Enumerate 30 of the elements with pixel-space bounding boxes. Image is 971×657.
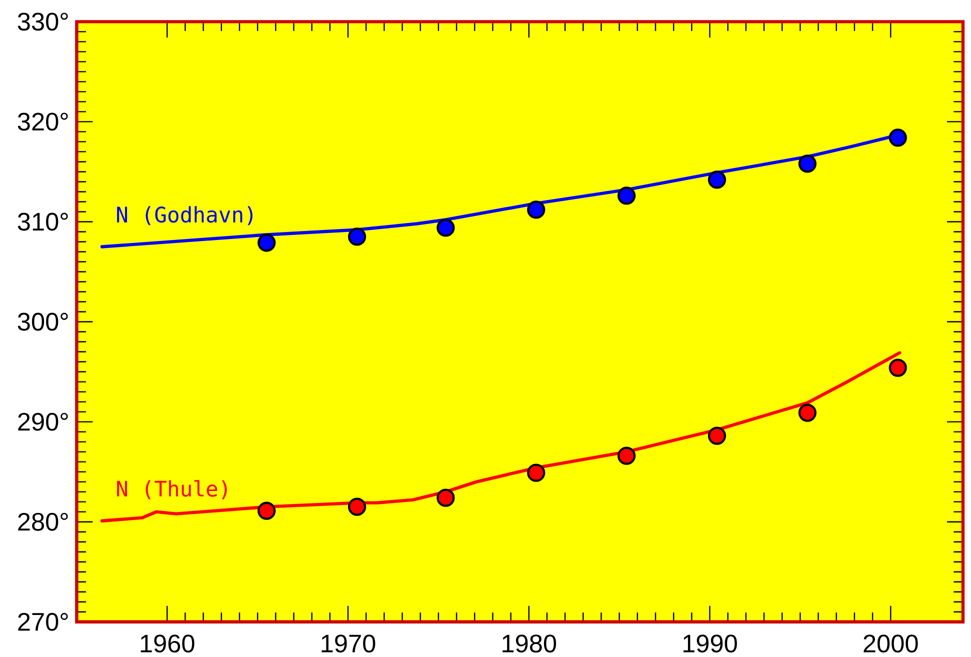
y-tick-label: 270° bbox=[18, 612, 68, 631]
y-tick-label: 290° bbox=[18, 412, 68, 431]
point bbox=[617, 446, 636, 465]
series-label: N (Thule) bbox=[117, 480, 227, 500]
series-label: N (Godhavn) bbox=[117, 206, 253, 226]
point bbox=[708, 170, 726, 189]
y-tick-label: 300° bbox=[18, 312, 68, 331]
point bbox=[258, 502, 276, 520]
point bbox=[888, 128, 907, 147]
point bbox=[527, 464, 546, 482]
x-tick-label: 1980 bbox=[502, 634, 556, 652]
x-tick-label: 1970 bbox=[322, 634, 376, 652]
point bbox=[258, 234, 276, 252]
y-tick-label: 280° bbox=[18, 512, 68, 531]
point bbox=[436, 218, 455, 237]
x-tick-label: 1990 bbox=[684, 634, 737, 652]
y-tick-label: 320° bbox=[18, 112, 68, 131]
point bbox=[708, 426, 726, 445]
y-tick-label: 330° bbox=[18, 12, 68, 31]
x-tick-label: 1960 bbox=[140, 634, 194, 652]
y-tick-label: 310° bbox=[18, 212, 68, 231]
point bbox=[348, 228, 366, 246]
point bbox=[527, 200, 546, 219]
point bbox=[888, 358, 907, 377]
point bbox=[798, 154, 817, 173]
point bbox=[798, 404, 817, 422]
x-tick-label: 2000 bbox=[864, 634, 918, 652]
point bbox=[436, 488, 455, 507]
point bbox=[617, 186, 636, 205]
point bbox=[348, 498, 366, 516]
